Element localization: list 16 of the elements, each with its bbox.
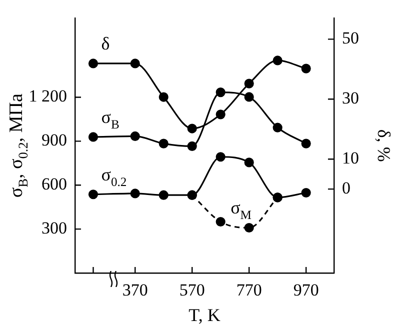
y-tick-label: 900 xyxy=(42,130,67,150)
y2-tick-label: 10 xyxy=(342,148,359,168)
y-axis-title: σВ, σ0.2, МПа xyxy=(6,93,31,198)
y2-axis-title: δ, % xyxy=(374,129,394,162)
y-tick-label: 1 200 xyxy=(28,86,67,106)
y-tick-label: 600 xyxy=(42,174,67,194)
y2-tick-label: 30 xyxy=(342,88,359,108)
y-tick-label: 300 xyxy=(42,218,67,238)
x-tick-label: 770 xyxy=(236,280,262,300)
y2-tick-label: 50 xyxy=(342,28,359,48)
series-label: δ xyxy=(101,33,110,54)
x-tick-label: 570 xyxy=(179,280,205,300)
y2-tick-label: 0 xyxy=(342,178,350,198)
x-axis-title: T, K xyxy=(188,305,220,325)
x-tick-label: 970 xyxy=(293,280,319,300)
x-tick-label: 370 xyxy=(122,280,148,300)
